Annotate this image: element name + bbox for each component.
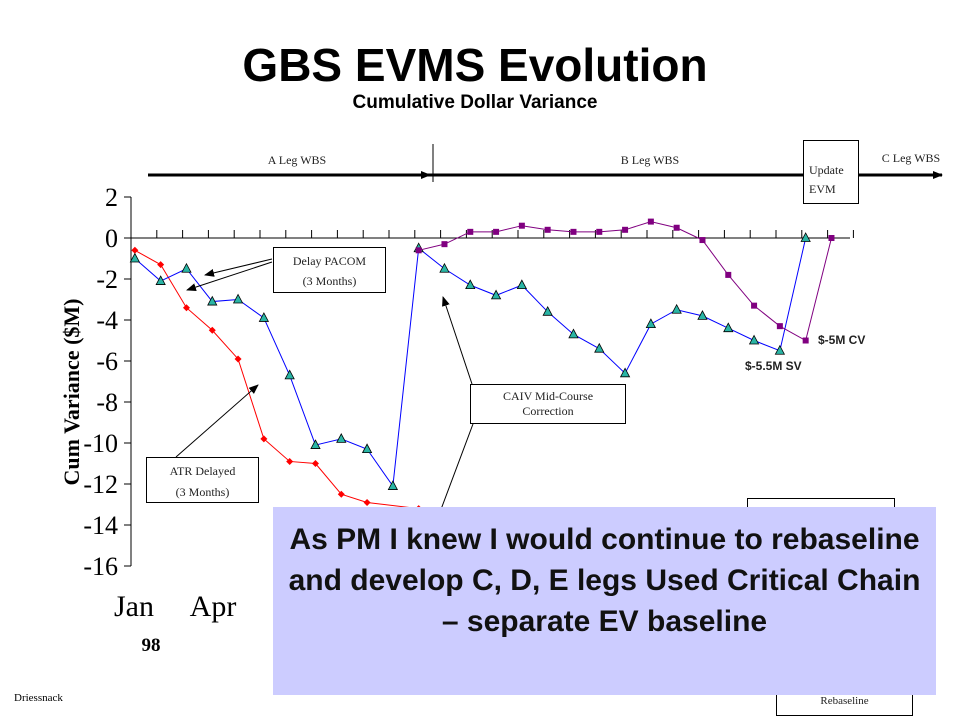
data-point bbox=[155, 275, 166, 285]
y-axis-label: Cum Variance ($M) bbox=[59, 299, 84, 486]
data-point bbox=[234, 355, 242, 363]
data-point bbox=[441, 241, 448, 248]
data-point bbox=[465, 279, 476, 290]
data-point bbox=[619, 367, 631, 378]
data-point bbox=[387, 480, 399, 490]
data-point bbox=[828, 235, 835, 241]
data-point bbox=[647, 218, 654, 225]
callout-delay-pacom: Delay PACOM (3 Months) bbox=[273, 247, 386, 293]
data-point bbox=[568, 328, 579, 339]
data-point bbox=[286, 457, 294, 465]
y-ticks: 2 0 -2 -4 -6 -8 -10 -12 -14 -16 bbox=[83, 183, 131, 581]
data-point bbox=[258, 312, 270, 322]
phase-label-a: A Leg WBS bbox=[268, 153, 326, 167]
annotation-cv: $-5M CV bbox=[818, 333, 865, 347]
data-point bbox=[311, 460, 319, 467]
y-tick-label: -6 bbox=[96, 347, 118, 376]
data-point bbox=[208, 326, 216, 334]
data-point bbox=[802, 337, 809, 344]
data-point bbox=[723, 322, 734, 333]
data-point bbox=[493, 228, 500, 235]
data-point bbox=[336, 433, 347, 443]
data-point bbox=[725, 271, 732, 278]
data-point bbox=[439, 262, 450, 273]
data-point bbox=[310, 439, 321, 449]
x-tick-label-apr: Apr bbox=[190, 590, 237, 623]
data-point bbox=[748, 334, 760, 345]
data-point bbox=[542, 305, 553, 316]
y-tick-label: -16 bbox=[83, 552, 118, 581]
data-point bbox=[260, 435, 268, 443]
callout-atr-line2: (3 Months) bbox=[175, 485, 230, 499]
y-tick-label: -14 bbox=[83, 511, 118, 540]
y-tick-label: -8 bbox=[96, 388, 118, 417]
callout-caiv-line2: Correction bbox=[522, 404, 574, 418]
data-point bbox=[181, 262, 192, 273]
phase-label-c: C Leg WBS bbox=[882, 151, 940, 165]
data-point bbox=[467, 228, 474, 235]
y-tick-label: 2 bbox=[105, 183, 118, 212]
callout-update-evm-line1: Update bbox=[809, 163, 844, 177]
year-label: 98 bbox=[142, 635, 161, 656]
data-point bbox=[516, 279, 528, 290]
annotation-arrows bbox=[175, 258, 474, 513]
data-point bbox=[697, 310, 708, 320]
callout-rebaseline-text: Rebaseline bbox=[820, 695, 869, 707]
y-tick-label: -12 bbox=[83, 470, 118, 499]
series-group bbox=[129, 218, 835, 513]
callout-caiv: CAIV Mid-Course Correction bbox=[470, 384, 626, 424]
callout-update-evm: Update EVM bbox=[803, 140, 859, 204]
slide-subtitle: Cumulative Dollar Variance bbox=[352, 92, 598, 113]
data-point bbox=[518, 222, 525, 229]
callout-delay-pacom-line1: Delay PACOM bbox=[292, 254, 367, 268]
data-point bbox=[361, 443, 373, 454]
data-point bbox=[363, 498, 371, 506]
phase-label-b: B Leg WBS bbox=[621, 153, 679, 167]
data-point bbox=[751, 302, 758, 309]
y-tick-label: -4 bbox=[96, 306, 118, 335]
data-point bbox=[157, 261, 165, 269]
x-tick-label-jan: Jan bbox=[114, 590, 154, 623]
data-point bbox=[490, 289, 502, 300]
data-point bbox=[570, 228, 577, 235]
data-point bbox=[800, 232, 811, 242]
callout-update-evm-line2: EVM bbox=[809, 182, 836, 196]
data-point bbox=[673, 224, 680, 231]
data-point bbox=[776, 323, 783, 330]
data-point bbox=[232, 293, 244, 304]
footer-author: Driessnack bbox=[14, 692, 63, 704]
data-point bbox=[207, 295, 218, 306]
series-line-1 bbox=[134, 237, 807, 488]
data-point bbox=[544, 226, 551, 233]
y-tick-label: 0 bbox=[105, 224, 118, 253]
data-point bbox=[671, 303, 682, 314]
data-point bbox=[284, 369, 295, 380]
data-point bbox=[774, 344, 786, 355]
data-point bbox=[699, 237, 706, 244]
pm-note-overlay: As PM I knew I would continue to rebasel… bbox=[273, 507, 936, 695]
data-point bbox=[129, 252, 141, 263]
series-line-2 bbox=[418, 221, 832, 342]
callout-delay-pacom-line2: (3 Months) bbox=[302, 274, 357, 288]
data-point bbox=[182, 304, 190, 312]
y-tick-label: -2 bbox=[96, 265, 118, 294]
callout-caiv-line1: CAIV Mid-Course bbox=[502, 389, 594, 403]
data-point bbox=[596, 228, 603, 235]
annotation-sv: $-5.5M SV bbox=[745, 359, 802, 373]
y-tick-label: -10 bbox=[83, 429, 118, 458]
data-point bbox=[594, 342, 605, 353]
x-ticks bbox=[156, 230, 854, 238]
data-point bbox=[415, 247, 422, 254]
slide-title: GBS EVMS Evolution bbox=[242, 39, 708, 91]
callout-atr-delayed: ATR Delayed (3 Months) bbox=[146, 457, 259, 503]
data-point bbox=[131, 246, 139, 254]
data-point bbox=[622, 226, 629, 233]
data-point bbox=[337, 490, 345, 498]
data-point bbox=[645, 318, 657, 329]
callout-atr-line1: ATR Delayed bbox=[169, 464, 236, 478]
